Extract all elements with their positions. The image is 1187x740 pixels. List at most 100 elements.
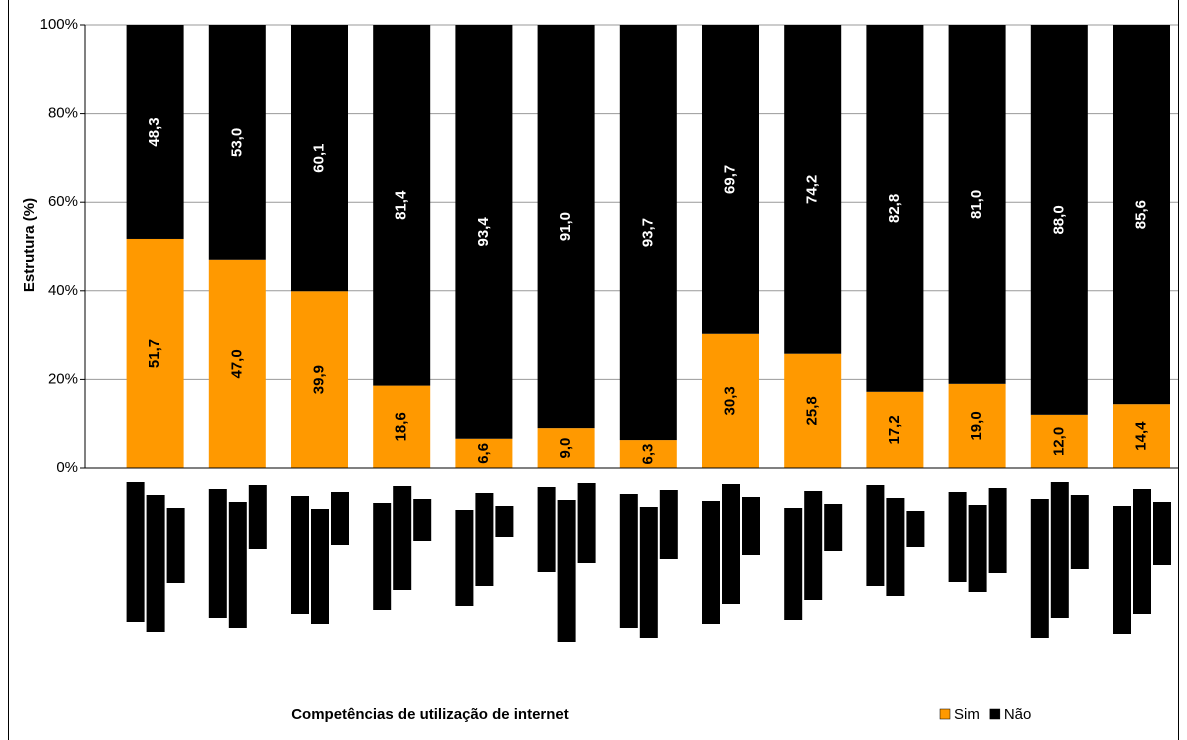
value-label: 81,4 [393,190,410,220]
value-label: 6,3 [639,444,656,465]
redacted-label [331,492,349,545]
redacted-label [228,502,247,628]
legend-swatch [939,708,951,720]
bar-segment [948,383,1006,468]
redacted-label [248,485,267,549]
value-label: 74,2 [804,175,821,204]
redacted-label [455,510,474,606]
value-label: 12,0 [1050,427,1067,456]
value-label: 19,0 [968,411,985,440]
redacted-label [393,486,412,590]
redacted-label [208,489,227,618]
redacted-label [702,501,720,624]
redacted-label [1153,502,1171,565]
value-label: 93,7 [639,218,656,247]
value-label: 85,6 [1132,200,1149,229]
bar-segment [537,25,595,429]
bar-segment [291,25,348,292]
legend-label: Não [1004,706,1032,723]
bar-segment [619,25,677,441]
value-label: 6,6 [475,443,492,464]
redacted-label [475,493,494,586]
redacted-label [968,505,987,592]
redacted-label [886,498,905,596]
value-label: 9,0 [557,438,574,459]
x-axis-title: Competências de utilização de internet [291,706,569,723]
y-tick-label: 60% [48,193,78,210]
bar-segment [1030,414,1088,468]
legend-swatch [989,708,1001,720]
value-label: 88,0 [1050,205,1067,234]
bar-segment [373,25,431,386]
bar-segment [126,238,184,468]
value-label: 53,0 [228,128,245,157]
y-tick-label: 40% [48,282,78,299]
value-label: 25,8 [804,396,821,425]
bar-segment [373,385,431,468]
bar-segment [702,333,759,468]
redacted-label [373,503,392,610]
redacted-label [742,497,760,555]
bar-segment [866,391,924,468]
bar-segment [537,428,595,468]
value-label: 91,0 [557,212,574,241]
legend-label: Sim [954,706,980,723]
bar-segment [619,440,677,468]
redacted-label [291,496,309,614]
redacted-label [1113,506,1131,634]
redacted-label [1070,495,1089,569]
bar-segment [784,25,842,354]
y-tick-label: 20% [48,370,78,387]
redacted-label [537,487,556,572]
redacted-label [659,490,678,559]
redacted-label [166,508,185,583]
redacted-label [866,485,885,586]
value-label: 14,4 [1132,421,1149,451]
redacted-label [1050,482,1069,618]
bar-segment [1113,25,1170,405]
bar-segment [455,438,513,468]
redacted-label [722,484,740,604]
bar-segment [784,353,842,468]
redacted-label [413,499,432,541]
bar-segment [702,25,759,334]
value-label: 51,7 [146,339,163,368]
value-label: 30,3 [721,386,738,415]
y-axis-title: Estrutura (%) [21,198,38,292]
redacted-label [948,492,967,582]
chart-border [8,0,1179,740]
y-tick-label: 80% [48,105,78,122]
bar-segment [1030,25,1088,415]
redacted-label [619,494,638,628]
value-label: 93,4 [475,217,492,247]
redacted-label [906,511,925,547]
redacted-label [577,483,596,563]
redacted-label [988,488,1007,573]
bar-segment [455,25,513,439]
bar-segment [1113,404,1170,468]
y-tick-label: 100% [40,16,78,33]
redacted-label [495,506,514,537]
bar-segment [126,25,184,239]
value-label: 60,1 [310,144,327,173]
value-label: 47,0 [228,349,245,378]
bar-segment [208,25,266,260]
value-label: 81,0 [968,190,985,219]
redacted-label [1133,489,1151,614]
redacted-label [804,491,823,600]
redacted-label [824,504,843,551]
value-label: 17,2 [886,415,903,444]
bar-segment [948,25,1006,384]
redacted-label [126,482,145,622]
value-label: 69,7 [721,165,738,194]
value-label: 82,8 [886,194,903,223]
redacted-label [311,509,329,624]
redacted-label [784,508,803,620]
bar-segment [208,259,266,468]
redacted-label [639,507,658,638]
y-tick-label: 0% [56,459,78,476]
value-label: 48,3 [146,117,163,146]
redacted-label [557,500,576,642]
bar-segment [866,25,924,392]
